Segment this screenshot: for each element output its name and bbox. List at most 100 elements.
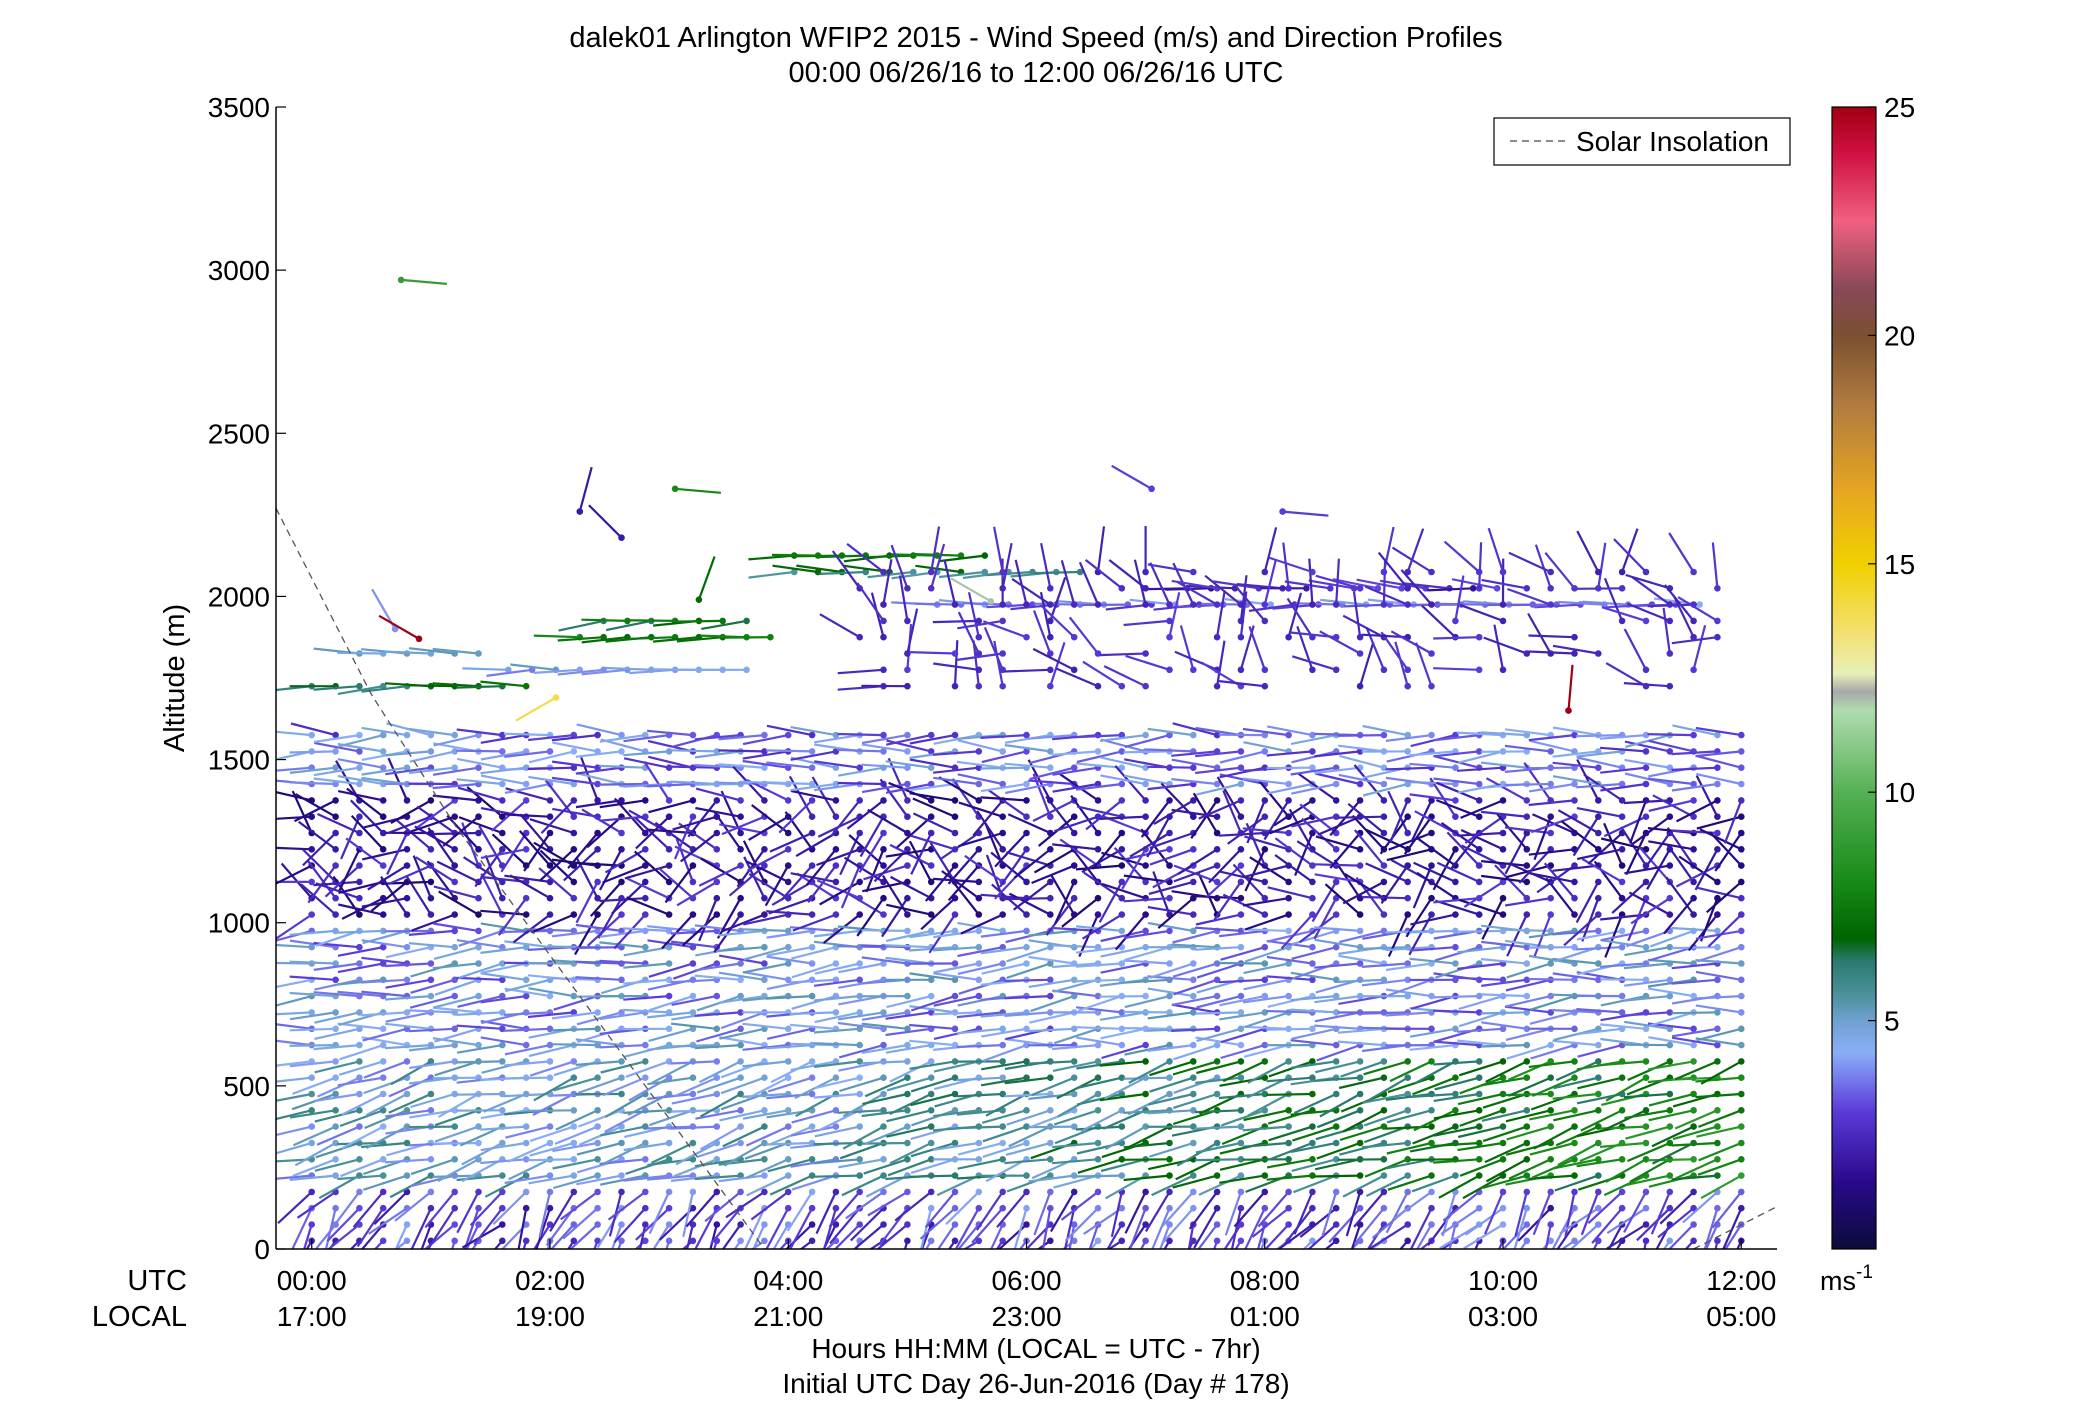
wind-barb-791	[848, 834, 887, 869]
wind-barb-881-dot	[951, 960, 959, 967]
wind-barb-359-dot	[570, 1123, 578, 1130]
wind-barb-800-shaft	[903, 1240, 909, 1249]
wind-barb-251-shaft	[432, 794, 479, 802]
wind-barb-738-shaft	[829, 1207, 861, 1245]
wind-barb-155-dot	[403, 797, 411, 804]
wind-barb-331-dot	[546, 1058, 554, 1065]
wind-barb-350-dot	[546, 748, 554, 755]
wind-barb-547-shaft	[685, 1191, 718, 1228]
wind-barb-151	[367, 862, 411, 891]
wind-barb-659	[742, 927, 792, 935]
wind-barb-290-dot	[522, 1204, 530, 1212]
wind-barb-760	[816, 846, 863, 867]
wind-barb-135-shaft	[365, 1125, 408, 1150]
wind-barb-1259-dot	[1237, 1058, 1245, 1065]
wind-barb-954-dot	[999, 813, 1006, 820]
wind-barb-585-dot	[737, 1090, 744, 1098]
wind-barb-448-dot	[642, 1237, 649, 1245]
wind-barb-360	[527, 1107, 578, 1114]
wind-barb-294	[480, 1139, 530, 1152]
wind-barb-746	[814, 1074, 863, 1090]
wind-barb-89-shaft	[317, 812, 360, 835]
wind-barb-303-shaft	[480, 995, 527, 1004]
wind-barb-447	[576, 723, 625, 739]
wind-barb-1410-dot	[1356, 1204, 1364, 1212]
wind-barb-454-dot	[642, 1139, 649, 1147]
wind-barb-1590-dot	[1475, 878, 1483, 886]
wind-barb-194	[428, 1204, 459, 1248]
wind-barb-341	[509, 874, 554, 902]
wind-barb-391-dot	[594, 1123, 601, 1130]
wind-barb-253-shaft	[432, 766, 479, 776]
wind-barb-415-dot	[594, 731, 601, 739]
wind-barb-1165-shaft	[1123, 1027, 1170, 1030]
wind-barb-7	[276, 1123, 316, 1137]
wind-barb-495-dot	[665, 992, 673, 1000]
wind-barb-1162-dot	[1166, 1074, 1173, 1081]
wind-barb-358	[529, 1139, 578, 1157]
wind-barb-327-dot	[546, 1123, 554, 1130]
wind-barb-499-shaft	[623, 927, 670, 932]
wind-barb-396-dot	[594, 1041, 601, 1049]
wind-barb-66-shaft	[326, 1207, 361, 1242]
wind-barb-823	[863, 862, 911, 881]
wind-barb-1310-dot	[1261, 748, 1269, 755]
wind-barb-639	[718, 731, 768, 741]
wind-barb-1314-dot	[1285, 1204, 1292, 1212]
wind-barb-1058-dot	[1094, 1204, 1102, 1212]
wind-barb-73	[313, 1090, 363, 1103]
wind-barb-1031-shaft	[1028, 1125, 1075, 1129]
wind-barb-1493-dot	[1404, 894, 1411, 902]
wind-barb-745-shaft	[813, 1092, 860, 1099]
wind-barb-1008-shaft	[1004, 978, 1051, 982]
wind-barb-408-dot	[594, 846, 601, 853]
wind-barb-113-shaft	[337, 962, 384, 974]
wind-barb-1268-dot	[1237, 911, 1245, 918]
wind-barb-193-shaft	[423, 1223, 456, 1249]
wind-barb-819-shaft	[861, 929, 908, 932]
wind-barb-74	[317, 1074, 363, 1098]
wind-barb-117-shaft	[341, 897, 384, 920]
wind-barb-169-dot	[427, 1090, 435, 1098]
wind-barb-56-dot	[332, 846, 339, 853]
wind-barb-127	[338, 731, 387, 748]
wind-barb-603-shaft	[695, 787, 741, 802]
wind-barb-653-dot	[784, 1025, 792, 1033]
wind-barb-308-shaft	[480, 909, 527, 916]
wind-barb-403-dot	[594, 927, 601, 935]
wind-barb-340-dot	[546, 911, 554, 918]
wind-barb-37-shaft	[292, 1158, 336, 1178]
wind-barb-353	[550, 1221, 578, 1249]
wind-barb-1155-dot	[1166, 1188, 1173, 1196]
wind-barb-380-shaft	[528, 775, 574, 786]
wind-barb-443-shaft	[575, 799, 622, 809]
wind-barb-119-shaft	[345, 837, 384, 867]
wind-barb-450-dot	[642, 1204, 649, 1212]
wind-barb-462-shaft	[599, 1011, 646, 1021]
wind-barb-124	[337, 775, 387, 788]
wind-barb-149-dot	[403, 894, 411, 902]
wind-barb-773	[838, 1156, 887, 1169]
wind-barb-1201-dot	[1190, 960, 1197, 967]
wind-barb-502-dot	[665, 878, 673, 886]
wind-barb-573-shaft	[670, 765, 717, 769]
wind-barb-71-shaft	[316, 1125, 360, 1146]
wind-barb-591	[696, 992, 744, 1012]
wind-barb-801-dot	[904, 1221, 911, 1228]
wind-barb-1482-dot	[1404, 1074, 1411, 1081]
wind-barb-699-dot	[808, 797, 816, 804]
wind-barb-939-dot	[999, 1058, 1006, 1065]
wind-barb-543-dot	[689, 731, 697, 739]
wind-barb-207-dot	[451, 992, 459, 1000]
wind-barb-566	[676, 878, 721, 907]
wind-barb-438-dot	[618, 878, 625, 886]
wind-barb-531-shaft	[647, 925, 694, 932]
wind-barb-739-shaft	[828, 1191, 861, 1228]
wind-barb-121-dot	[379, 829, 387, 837]
wind-barb-49-shaft	[289, 960, 336, 965]
wind-barb-451-dot	[642, 1188, 649, 1196]
wind-barb-511-shaft	[623, 734, 670, 743]
wind-barb-887-dot	[951, 862, 959, 869]
wind-barb-422-shaft	[576, 1141, 622, 1156]
wind-barb-867-dot	[951, 1188, 959, 1196]
